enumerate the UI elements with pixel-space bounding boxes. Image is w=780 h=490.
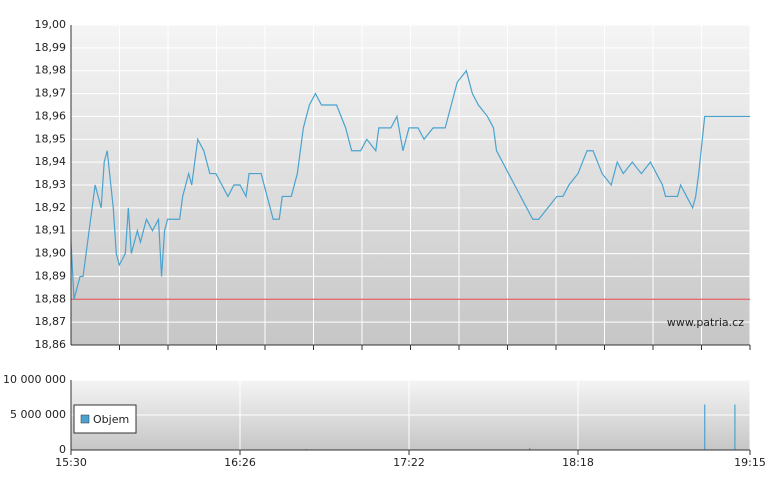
y-tick-label: 18,86 bbox=[35, 338, 67, 351]
y-tick-label: 18,89 bbox=[35, 269, 67, 282]
y-tick-label: 19,00 bbox=[35, 18, 67, 31]
y-tick-label: 18,95 bbox=[35, 132, 67, 145]
legend-swatch bbox=[80, 414, 90, 424]
x-tick-label: 18:18 bbox=[562, 456, 594, 469]
y-tick-label: 5 000 000 bbox=[10, 408, 66, 421]
y-tick-label: 18,98 bbox=[35, 64, 67, 77]
y-tick-label: 0 bbox=[59, 443, 66, 456]
y-tick-label: 18,88 bbox=[35, 292, 67, 305]
x-tick-label: 16:26 bbox=[224, 456, 256, 469]
y-tick-label: 18,99 bbox=[35, 41, 67, 54]
x-tick-label: 19:15 bbox=[734, 456, 766, 469]
y-tick-label: 18,96 bbox=[35, 109, 67, 122]
y-tick-label: 18,90 bbox=[35, 247, 67, 260]
y-tick-label: 18,91 bbox=[35, 224, 67, 237]
y-tick-label: 18,94 bbox=[35, 155, 67, 168]
y-tick-label: 18,92 bbox=[35, 201, 67, 214]
watermark: www.patria.cz bbox=[667, 316, 744, 329]
legend-label: Objem bbox=[93, 413, 129, 426]
x-tick-label: 15:30 bbox=[55, 456, 87, 469]
y-tick-label: 18,93 bbox=[35, 178, 67, 191]
y-tick-label: 18,97 bbox=[35, 87, 67, 100]
y-tick-label: 18,87 bbox=[35, 315, 67, 328]
y-tick-label: 10 000 000 bbox=[3, 373, 66, 386]
price-line bbox=[70, 69, 750, 300]
x-tick-label: 17:22 bbox=[393, 456, 425, 469]
